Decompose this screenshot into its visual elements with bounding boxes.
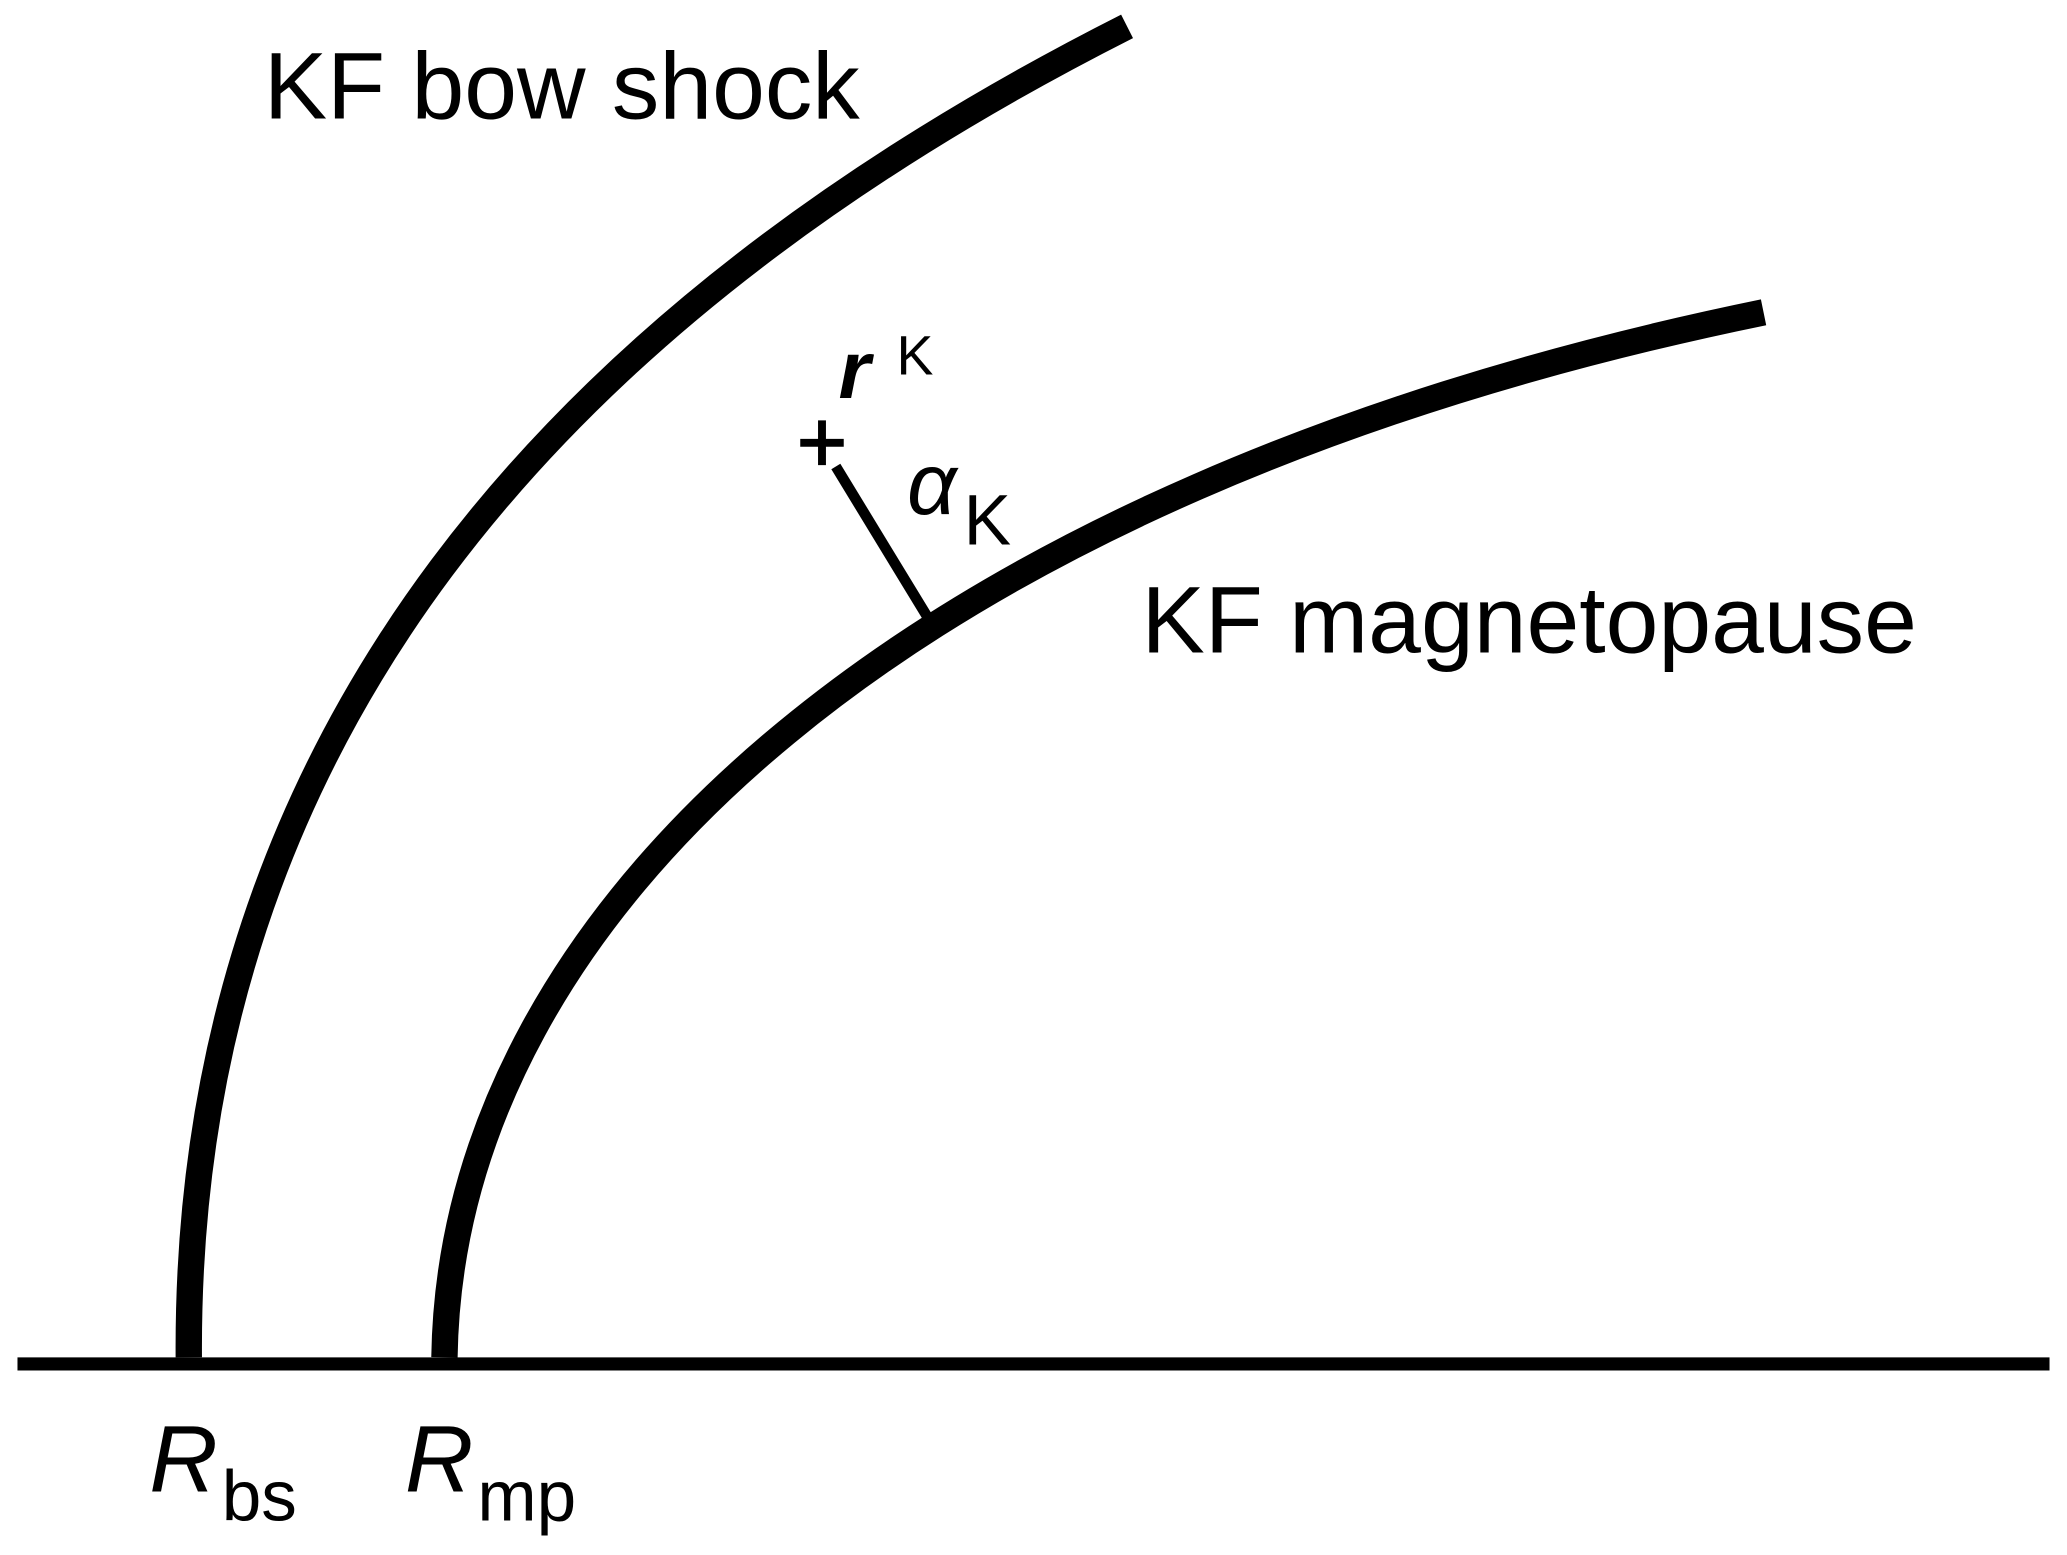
r-mp-subscript: mp (477, 1458, 576, 1537)
r-mp-label: R mp (405, 1407, 576, 1537)
plus-marker (800, 420, 844, 466)
r-mp-symbol: R (405, 1407, 474, 1513)
alpha-label: α K (907, 436, 1011, 560)
r-bs-subscript: bs (222, 1458, 297, 1537)
r-superscript: K (896, 324, 933, 386)
bow-shock-curve (175, 14, 1134, 1358)
normal-line (831, 463, 933, 621)
alpha-symbol: α (907, 436, 959, 533)
bow-shock-label: KF bow shock (264, 34, 860, 140)
alpha-subscript: K (964, 481, 1011, 560)
r-symbol: r (838, 325, 874, 416)
r-bs-symbol: R (149, 1407, 218, 1513)
magnetopause-label: KF magnetopause (1142, 567, 1917, 673)
r-bs-label: R bs (149, 1407, 297, 1537)
r-label: r K (838, 324, 933, 416)
magnetopause-curve (431, 299, 1767, 1358)
